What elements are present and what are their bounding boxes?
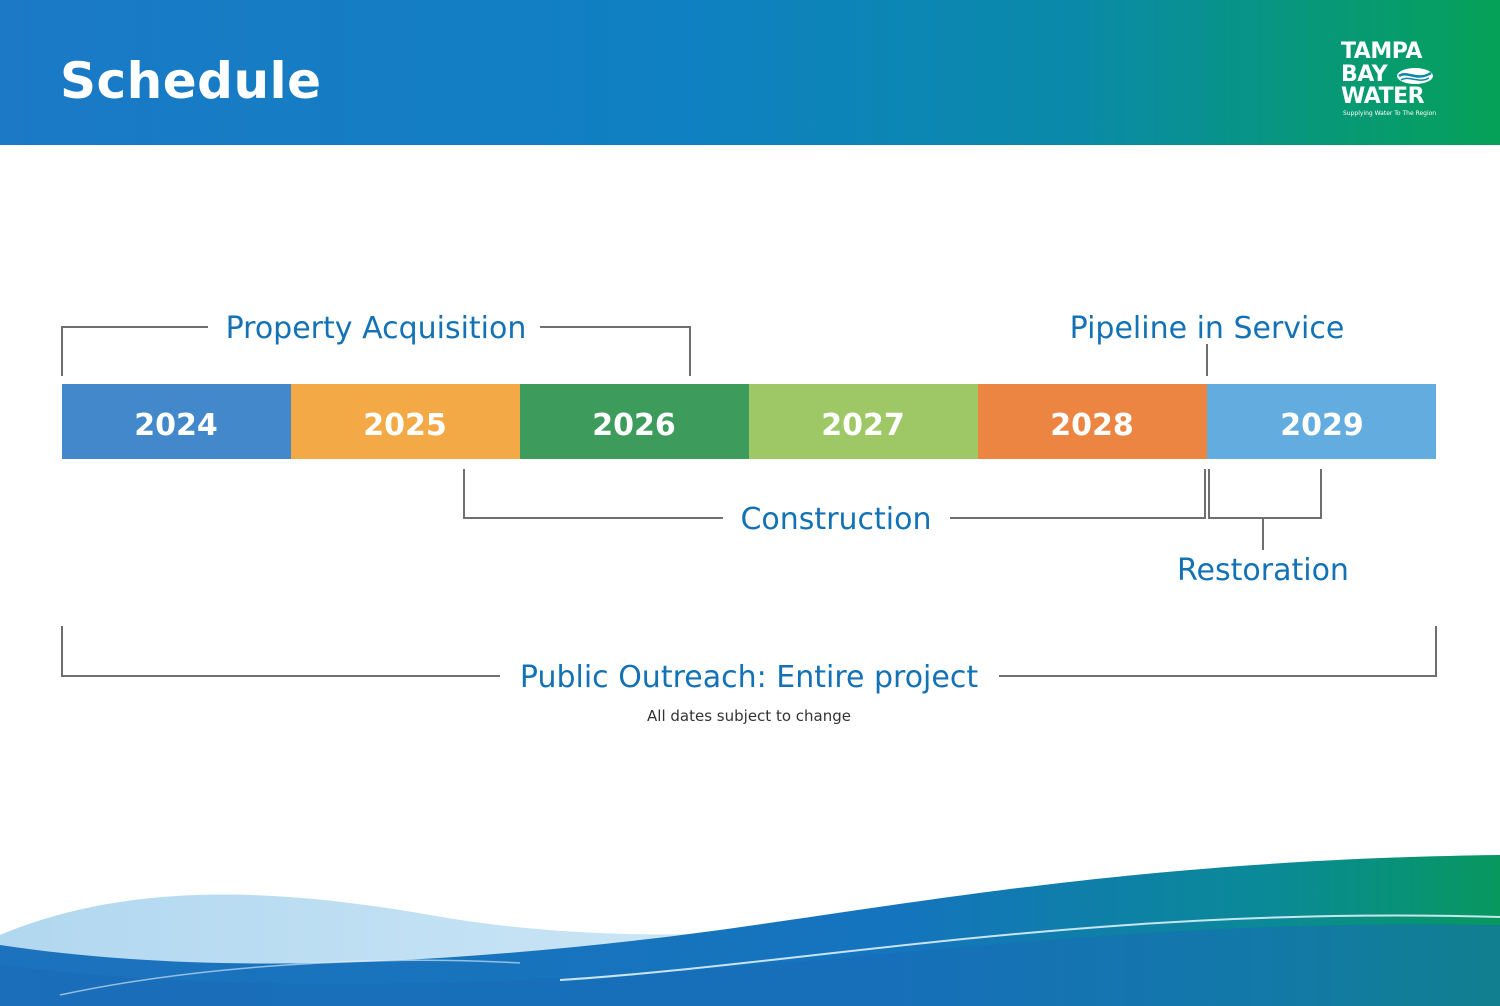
property-acquisition-bracket: Property Acquisition (61, 311, 691, 376)
year-cell-2025: 2025 (291, 384, 520, 459)
logo-line-3: WATER (1341, 84, 1425, 109)
tampa-bay-water-logo: TAMPA BAY WATER Supplying Water To The R… (1337, 40, 1441, 118)
schedule-timeline: 2024 2025 2026 2027 2028 2029 Property A… (61, 311, 1437, 725)
svg-text:2027: 2027 (821, 408, 905, 443)
restoration-label: Restoration (1177, 553, 1349, 588)
public-outreach-label: Public Outreach: Entire project (520, 660, 978, 695)
svg-text:2026: 2026 (592, 408, 676, 443)
year-cell-2028: 2028 (978, 384, 1207, 459)
svg-text:2029: 2029 (1280, 408, 1364, 443)
dates-disclaimer: All dates subject to change (647, 707, 851, 725)
property-acquisition-label: Property Acquisition (226, 311, 527, 346)
construction-bracket: Construction (463, 469, 1206, 537)
svg-text:2028: 2028 (1050, 408, 1134, 443)
water-wave-icon (1397, 68, 1433, 84)
public-outreach-bracket: Public Outreach: Entire project (61, 626, 1437, 695)
year-cell-2024: 2024 (62, 384, 291, 459)
construction-label: Construction (740, 502, 931, 537)
header-banner: Schedule TAMPA BAY WATER Supplying Water… (0, 0, 1500, 145)
svg-text:2025: 2025 (363, 408, 447, 443)
pipeline-in-service-marker: Pipeline in Service (1070, 311, 1345, 376)
year-cell-2029: 2029 (1207, 384, 1436, 459)
footer-wave-decoration (0, 855, 1500, 1006)
page-title: Schedule (60, 52, 322, 110)
restoration-bracket: Restoration (1177, 469, 1349, 588)
svg-text:2024: 2024 (134, 408, 218, 443)
year-cell-2027: 2027 (749, 384, 978, 459)
year-cell-2026: 2026 (520, 384, 749, 459)
logo-line-2: BAY (1341, 62, 1388, 87)
year-bar: 2024 2025 2026 2027 2028 2029 (62, 384, 1436, 459)
logo-line-1: TAMPA (1341, 39, 1422, 64)
pipeline-in-service-label: Pipeline in Service (1070, 311, 1345, 346)
logo-tagline: Supplying Water To The Region (1343, 110, 1437, 117)
